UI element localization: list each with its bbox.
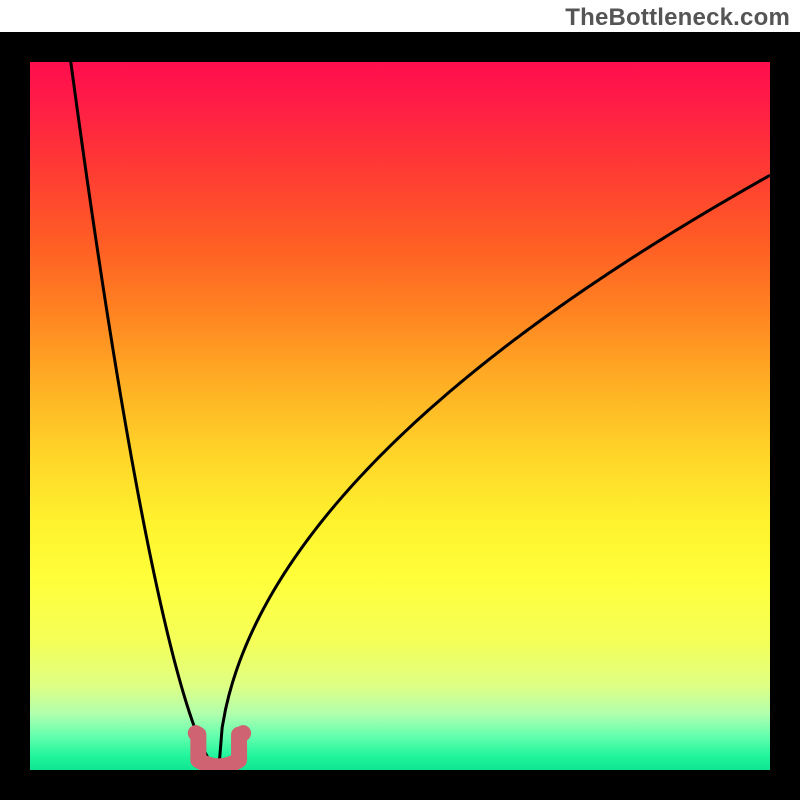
- bottleneck-curve-chart: [0, 0, 800, 800]
- valley-marker-dot-1: [192, 738, 206, 752]
- watermark-text: TheBottleneck.com: [565, 4, 790, 32]
- valley-marker-dot-3: [232, 738, 246, 752]
- plot-background: [30, 62, 770, 770]
- chart-frame: TheBottleneck.com: [0, 0, 800, 800]
